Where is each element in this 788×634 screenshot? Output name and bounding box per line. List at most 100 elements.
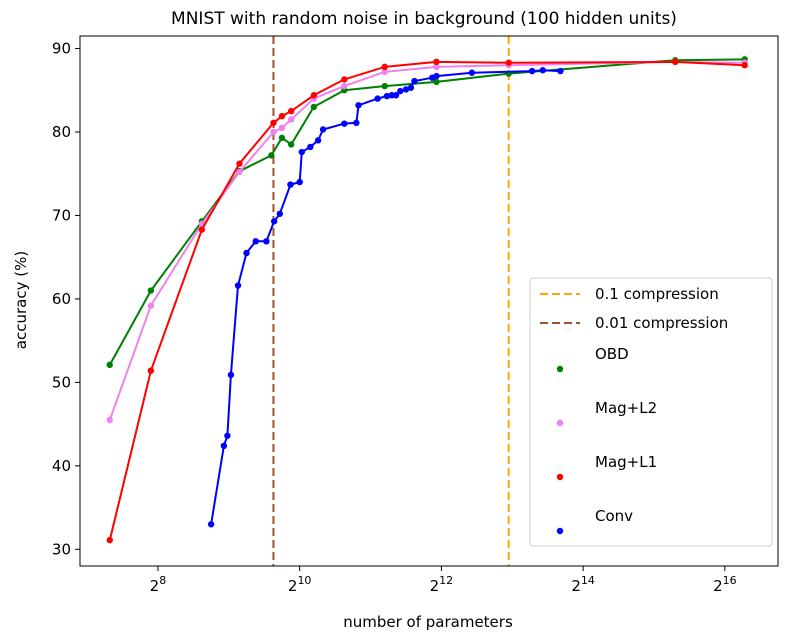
x-tick-label: 212 [430,574,454,595]
y-axis: 30 40 50 60 70 80 90 [52,40,80,558]
legend-label: OBD [595,345,629,363]
data-point [381,68,388,76]
x-axis-label: number of parameters [343,613,513,631]
data-point [147,367,155,374]
data-point [287,181,294,188]
y-tick-label: 60 [52,290,71,308]
data-point [234,282,242,289]
data-point [672,58,679,66]
x-tick-base: 2 [430,577,440,595]
data-point [236,168,243,176]
data-point [106,536,113,544]
data-point [220,442,228,450]
data-point [381,82,388,90]
data-point [411,77,418,85]
data-point [287,141,295,148]
data-point [307,143,314,151]
y-tick-label: 90 [52,40,71,58]
y-tick-label: 40 [52,457,71,475]
data-point [106,416,113,424]
plot-frame [79,35,779,567]
legend-label: 0.01 compression [595,314,728,332]
data-point [236,160,243,167]
data-point [243,249,250,257]
data-point [433,58,440,66]
data-point [539,67,546,74]
data-point [147,287,155,294]
x-axis: 28 210 212 214 216 [150,566,737,595]
data-point [557,67,564,75]
data-point [381,63,388,71]
y-tick-label: 80 [52,123,71,141]
legend-label: 0.1 compression [595,285,719,303]
data-point [270,119,277,127]
data-point [270,128,277,136]
y-tick-label: 30 [52,540,71,558]
data-point [741,62,748,69]
data-point [207,521,215,528]
x-tick-label: 210 [288,574,312,595]
x-tick-exponent: 14 [581,574,595,587]
data-point [106,361,113,369]
data-point [528,67,536,75]
data-point [278,112,286,120]
data-point [296,178,303,186]
y-axis-label: accuracy (%) [12,251,30,349]
data-point [298,148,306,156]
chart-title: MNIST with random noise in background (1… [171,9,677,29]
data-point [314,137,322,144]
legend-marker-swatch [556,419,564,427]
data-point [270,218,278,225]
x-tick-label: 28 [150,574,167,595]
x-tick-base: 2 [288,577,298,595]
x-tick-label: 214 [571,574,595,595]
x-tick-base: 2 [571,577,581,595]
data-point [383,92,391,100]
data-point [287,116,295,123]
data-point [278,124,286,132]
legend-marker-swatch [556,527,564,535]
data-point [353,119,360,127]
legend-box [529,277,773,547]
data-point [407,84,415,91]
legend-label: Mag+L2 [595,399,657,417]
data-point [397,87,404,95]
legend-marker-swatch [556,473,564,481]
data-point [276,210,284,217]
data-point [278,134,286,142]
data-point [287,107,295,115]
data-point [341,76,348,83]
legend-label: Mag+L1 [595,453,657,471]
x-tick-base: 2 [150,577,160,595]
data-point [433,63,440,71]
x-tick-exponent: 16 [723,574,737,587]
data-point [268,152,275,159]
data-point [505,59,512,66]
x-tick-exponent: 12 [439,574,453,587]
data-point [433,78,440,86]
data-point [402,86,410,93]
data-point [252,238,259,245]
data-point [374,95,381,102]
data-point [263,238,270,245]
data-point [341,120,348,127]
data-point [227,371,235,379]
y-tick-label: 70 [52,206,71,224]
y-tick-label: 50 [52,373,71,391]
data-point [147,302,155,309]
legend-label: Conv [595,507,633,525]
data-point [198,226,206,233]
legend: 0.1 compression 0.01 compression OBD Mag+L2… [529,277,773,547]
x-tick-exponent: 8 [159,574,166,587]
data-point [310,103,318,111]
data-point [355,102,362,109]
data-point [468,69,476,76]
x-tick-label: 216 [713,574,737,595]
x-tick-base: 2 [713,577,723,595]
plot-area [106,36,748,566]
legend-marker-swatch [556,365,564,373]
data-point [224,432,231,439]
data-point [341,82,348,90]
x-tick-exponent: 10 [297,574,311,587]
series-line [108,60,745,541]
